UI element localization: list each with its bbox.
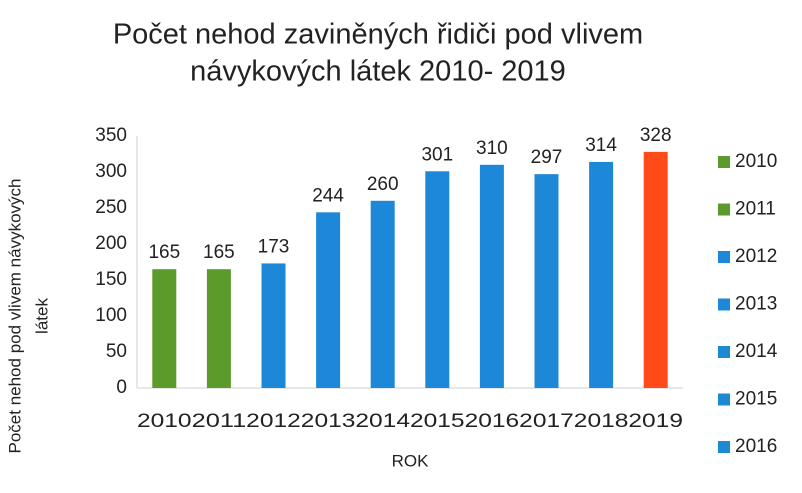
x-tick-label: 2016 <box>465 411 520 432</box>
bar <box>479 164 504 388</box>
bar <box>370 200 395 388</box>
legend-label: 2012 <box>735 246 777 267</box>
y-tick-label: 50 <box>106 341 127 362</box>
data-label: 165 <box>203 242 235 263</box>
x-axis-title: ROK <box>392 451 430 470</box>
legend-swatch <box>718 393 730 406</box>
x-tick-label: 2012 <box>246 411 301 432</box>
data-label: 328 <box>640 125 672 146</box>
y-tick-label: 350 <box>95 125 127 146</box>
legend-swatch <box>718 156 730 168</box>
x-tick-label: 2011 <box>192 411 247 432</box>
x-tick-label: 2019 <box>628 411 683 432</box>
chart-title: Počet nehod zaviněných řidiči pod vlivem <box>113 19 643 51</box>
legend-label: 2015 <box>735 389 777 410</box>
y-tick-label: 300 <box>95 161 127 182</box>
data-label: 297 <box>531 147 563 168</box>
y-tick-label: 150 <box>95 269 127 290</box>
bar <box>152 269 177 388</box>
legend-swatch <box>718 298 730 311</box>
legend-label: 2010 <box>735 151 777 172</box>
bar <box>589 161 614 388</box>
chart-title: návykových látek 2010- 2019 <box>190 56 566 88</box>
data-label: 173 <box>258 236 290 257</box>
y-tick-label: 0 <box>116 377 127 398</box>
bar <box>643 151 668 388</box>
data-label: 244 <box>312 185 344 206</box>
legend-swatch <box>718 251 730 263</box>
bar <box>425 171 450 388</box>
legend-label: 2014 <box>735 341 778 362</box>
legend-label: 2011 <box>735 199 776 220</box>
y-tick-label: 250 <box>95 197 127 218</box>
y-axis-title: Počet nehod pod vlivem návykových <box>5 179 24 454</box>
legend-label: 2016 <box>735 436 777 457</box>
x-tick-label: 2013 <box>301 411 356 432</box>
x-tick-label: 2018 <box>574 411 629 432</box>
bar <box>316 212 341 388</box>
y-tick-label: 100 <box>95 305 127 326</box>
bar <box>206 269 231 388</box>
data-label: 260 <box>367 174 399 195</box>
data-label: 165 <box>148 242 180 263</box>
legend-label: 2013 <box>735 294 777 315</box>
y-tick-label: 200 <box>95 233 127 254</box>
legend-swatch <box>718 346 730 358</box>
x-tick-label: 2015 <box>410 411 465 432</box>
legend-swatch <box>718 441 730 453</box>
x-tick-label: 2014 <box>355 411 410 432</box>
bar <box>261 263 286 388</box>
legend-swatch <box>718 203 730 216</box>
y-axis-title: látek <box>32 298 51 334</box>
data-label: 314 <box>585 135 617 156</box>
x-tick-label: 2017 <box>519 411 574 432</box>
x-tick-label: 2010 <box>137 411 192 432</box>
data-label: 301 <box>421 144 453 165</box>
data-label: 310 <box>476 138 508 159</box>
bar <box>534 174 559 388</box>
